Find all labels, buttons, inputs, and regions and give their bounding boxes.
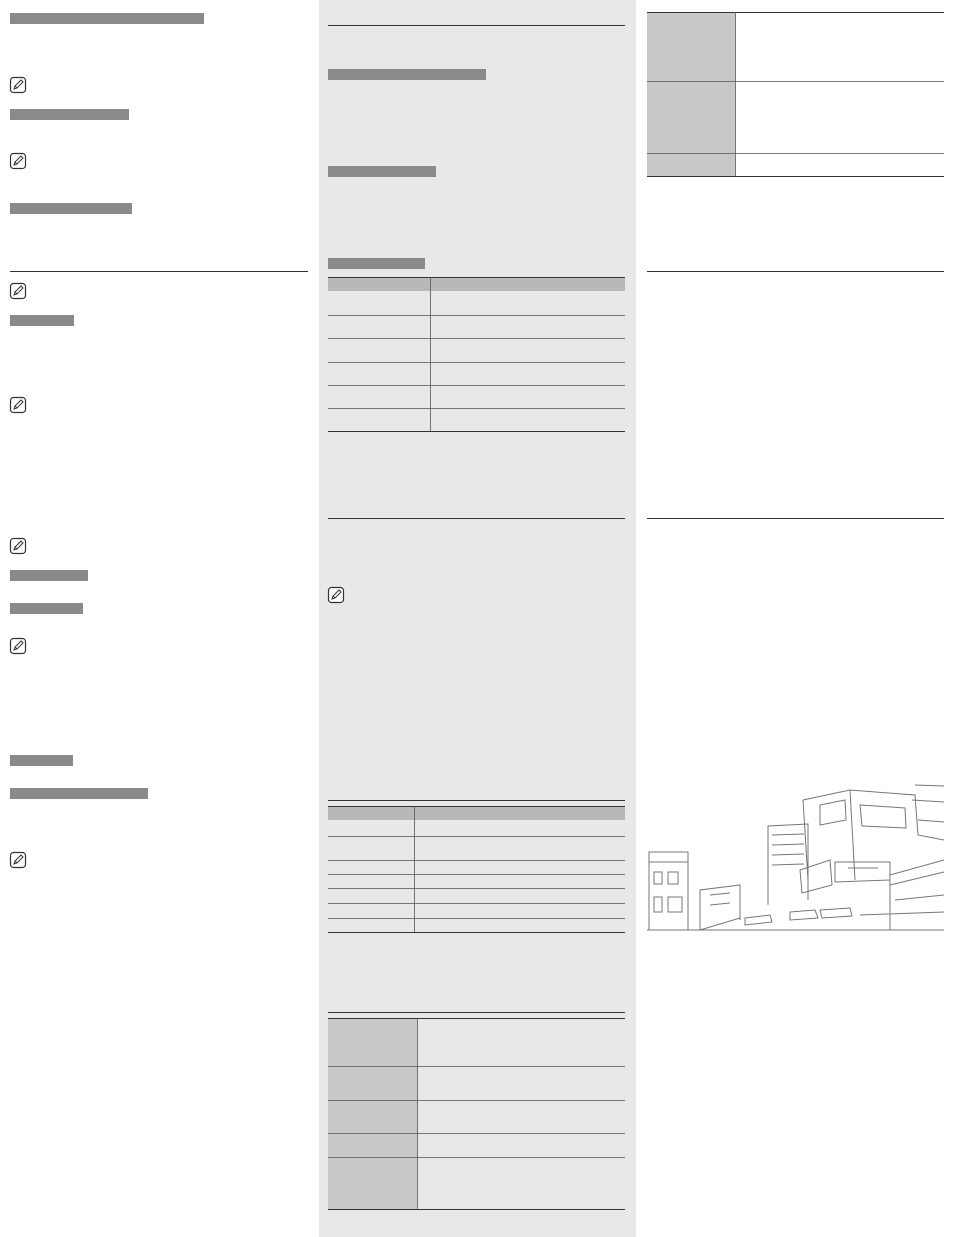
sketch-building <box>911 784 945 823</box>
table-header <box>328 277 625 291</box>
table <box>328 806 625 933</box>
table-header <box>328 806 625 820</box>
note-icon <box>9 76 27 94</box>
heading-bar <box>10 755 73 766</box>
note-icon <box>9 637 27 655</box>
note-icon <box>9 152 27 170</box>
note-icon <box>9 396 27 414</box>
table <box>328 277 625 432</box>
table <box>647 12 944 177</box>
heading-bar <box>10 203 132 214</box>
sketch-building <box>648 851 689 930</box>
heading-bar <box>10 570 88 581</box>
city-illustration <box>647 784 945 931</box>
sketch-vehicle <box>744 907 853 926</box>
right-column <box>647 12 945 931</box>
table <box>328 1018 625 1210</box>
heading-bar <box>10 788 148 799</box>
heading-bar <box>10 13 204 24</box>
sketch-building <box>699 884 741 930</box>
sketch-building <box>767 823 809 905</box>
sketch-building <box>889 859 945 931</box>
heading-bar <box>10 315 74 326</box>
middle-column <box>319 0 636 1237</box>
note-icon <box>9 282 27 300</box>
heading-bar <box>328 69 486 80</box>
heading-bar <box>328 258 425 269</box>
note-icon <box>9 537 27 555</box>
heading-bar <box>328 166 436 177</box>
left-column <box>9 13 308 869</box>
note-icon <box>327 586 345 604</box>
table-label-column <box>328 1018 417 1209</box>
heading-bar <box>10 109 129 120</box>
note-icon <box>9 851 27 869</box>
sketch-building <box>802 789 945 881</box>
sketch-street <box>647 911 945 931</box>
sketch-sign <box>799 859 891 894</box>
table-label-column <box>647 12 735 176</box>
heading-bar <box>10 603 83 614</box>
